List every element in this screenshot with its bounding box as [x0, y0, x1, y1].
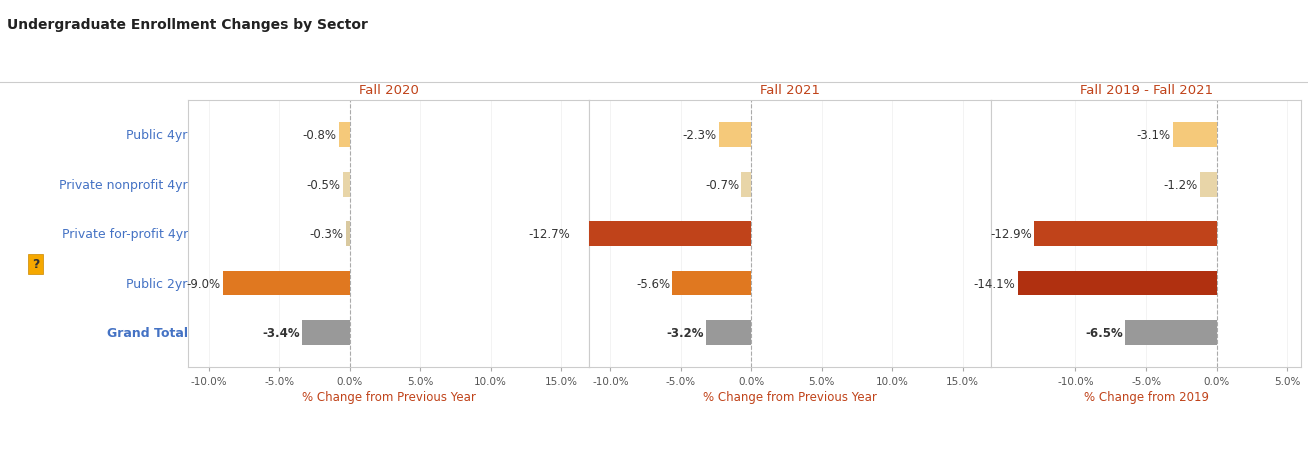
Bar: [1173, 123, 1216, 148]
Text: Public 2yr: Public 2yr: [127, 277, 188, 290]
Text: -0.5%: -0.5%: [306, 178, 340, 191]
Bar: [1018, 271, 1216, 296]
Bar: [719, 123, 751, 148]
Bar: [345, 222, 349, 246]
Bar: [573, 222, 751, 246]
Text: Private nonprofit 4yr: Private nonprofit 4yr: [59, 178, 188, 191]
Bar: [302, 320, 349, 345]
X-axis label: % Change from Previous Year: % Change from Previous Year: [302, 390, 476, 403]
Text: -2.3%: -2.3%: [683, 129, 717, 142]
Text: -9.0%: -9.0%: [187, 277, 221, 290]
Text: -14.1%: -14.1%: [973, 277, 1015, 290]
Text: -3.2%: -3.2%: [667, 326, 704, 339]
Text: -3.4%: -3.4%: [262, 326, 300, 339]
Text: -12.9%: -12.9%: [990, 228, 1032, 241]
Text: Grand Total: Grand Total: [107, 326, 188, 339]
Bar: [1199, 173, 1216, 197]
Title: Fall 2021: Fall 2021: [760, 84, 820, 97]
Title: Fall 2019 - Fall 2021: Fall 2019 - Fall 2021: [1079, 84, 1213, 97]
X-axis label: % Change from Previous Year: % Change from Previous Year: [702, 390, 876, 403]
Bar: [706, 320, 751, 345]
X-axis label: % Change from 2019: % Change from 2019: [1083, 390, 1209, 403]
Text: -0.3%: -0.3%: [310, 228, 344, 241]
Bar: [742, 173, 751, 197]
Bar: [672, 271, 751, 296]
Title: Fall 2020: Fall 2020: [358, 84, 419, 97]
Text: Undergraduate Enrollment Changes by Sector: Undergraduate Enrollment Changes by Sect…: [7, 18, 368, 32]
Bar: [339, 123, 349, 148]
Bar: [224, 271, 349, 296]
Text: -3.1%: -3.1%: [1137, 129, 1171, 142]
Bar: [1125, 320, 1216, 345]
Text: Private for-profit 4yr: Private for-profit 4yr: [61, 228, 188, 241]
Text: -5.6%: -5.6%: [636, 277, 670, 290]
Text: -1.2%: -1.2%: [1163, 178, 1198, 191]
Bar: [1035, 222, 1216, 246]
Text: Public 4yr: Public 4yr: [127, 129, 188, 142]
Text: -6.5%: -6.5%: [1086, 326, 1122, 339]
Text: -0.8%: -0.8%: [302, 129, 336, 142]
Text: -0.7%: -0.7%: [705, 178, 739, 191]
Text: ?: ?: [31, 257, 39, 270]
Text: -12.7%: -12.7%: [528, 228, 570, 241]
Bar: [343, 173, 349, 197]
